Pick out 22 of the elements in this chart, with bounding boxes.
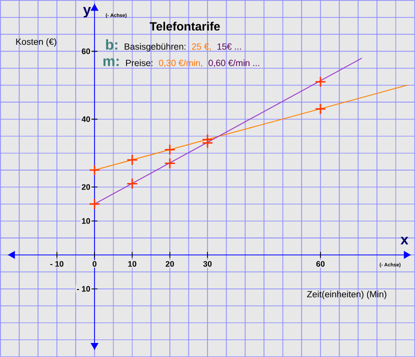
annotation: 15€ ... — [218, 43, 241, 50]
annotation: Kosten (€) — [16, 38, 56, 47]
point — [314, 76, 326, 88]
annotation: Preise: — [126, 59, 152, 66]
point — [126, 154, 138, 166]
point — [88, 164, 100, 176]
annotation: Zeit(einheiten) (Min) — [307, 290, 386, 300]
annotation: 25 €, — [192, 43, 211, 51]
annotation: m: — [103, 58, 119, 66]
text: Telefontarife — [150, 22, 220, 31]
annotation: 0,30 €/min, — [158, 59, 202, 68]
annotation: Basisgebühren: — [124, 43, 186, 52]
x-axis-title: x — [400, 236, 408, 244]
point — [88, 198, 100, 210]
y-axis-title: y — [83, 6, 91, 18]
annotation: b: — [106, 39, 118, 50]
point — [202, 137, 214, 149]
point — [164, 158, 176, 169]
point — [164, 144, 176, 156]
annotation: 0,60 €/min ... — [208, 59, 260, 68]
point — [126, 178, 138, 190]
point — [314, 103, 326, 115]
